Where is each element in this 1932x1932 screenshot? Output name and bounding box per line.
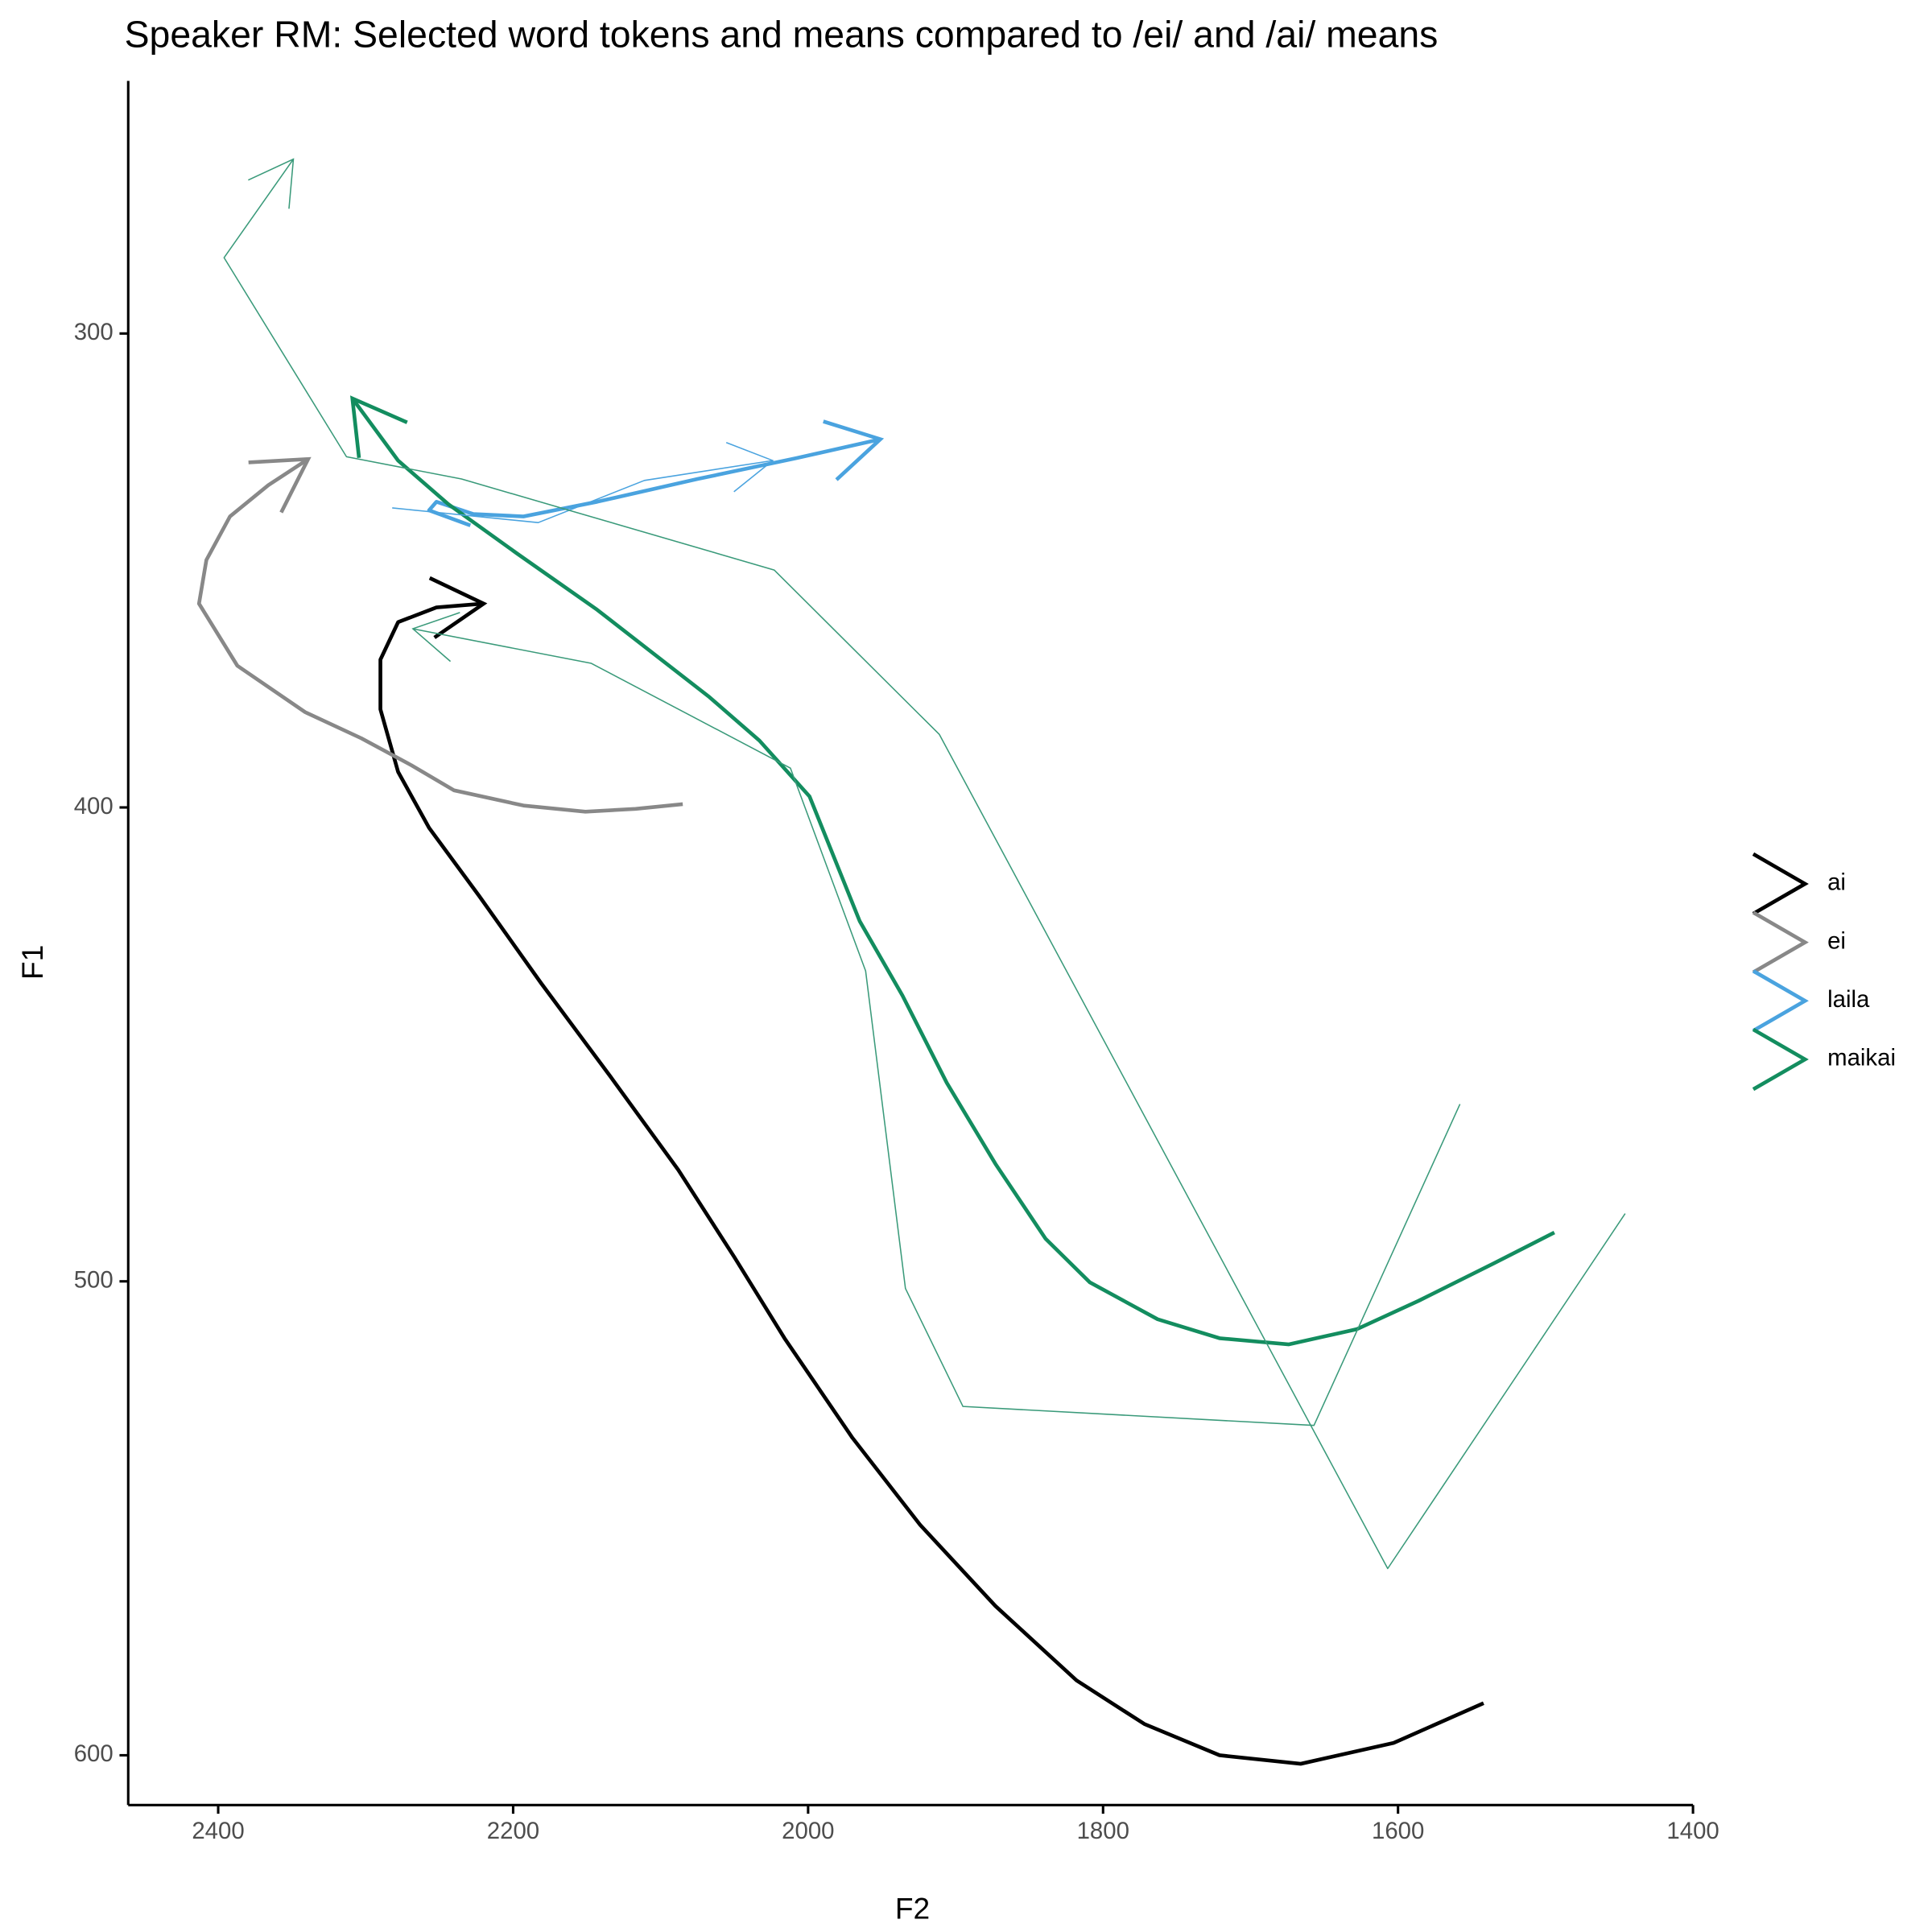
x-axis-label: F2 (895, 1892, 930, 1926)
legend-label: laila (1827, 986, 1870, 1013)
x-tick-label: 1600 (1372, 1818, 1424, 1844)
x-tick-label: 2200 (487, 1818, 539, 1844)
series-line (412, 628, 1461, 1426)
arrowhead (428, 576, 488, 639)
y-tick-label: 300 (74, 319, 114, 345)
legend-key (1752, 910, 1809, 974)
x-tick-label: 2400 (192, 1818, 244, 1844)
legend-key (1752, 852, 1809, 916)
x-tick-label: 2000 (782, 1818, 834, 1844)
legend-label: ei (1827, 927, 1846, 954)
series-line (427, 437, 881, 527)
legend-label: ai (1827, 869, 1846, 896)
series-line (378, 601, 1484, 1766)
series-line (223, 159, 1626, 1570)
series-line (392, 460, 774, 523)
arrowhead (350, 395, 408, 458)
arrowhead (725, 442, 774, 493)
y-tick-label: 400 (74, 793, 114, 819)
y-tick-label: 600 (74, 1740, 114, 1767)
arrowhead (411, 612, 460, 663)
arrowhead (823, 419, 885, 481)
legend-key (1752, 1027, 1809, 1092)
x-tick-label: 1800 (1077, 1818, 1129, 1844)
y-tick-label: 500 (74, 1267, 114, 1294)
chart-title: Speaker RM: Selected word tokens and mea… (125, 14, 1439, 56)
series-line (350, 397, 1555, 1347)
series-line (196, 457, 683, 814)
legend-label: maikai (1827, 1045, 1896, 1071)
x-tick-label: 1400 (1666, 1818, 1719, 1844)
y-axis-label: F1 (15, 945, 49, 980)
arrowhead (248, 456, 312, 514)
arrowhead (248, 158, 295, 209)
legend-key (1752, 969, 1809, 1033)
